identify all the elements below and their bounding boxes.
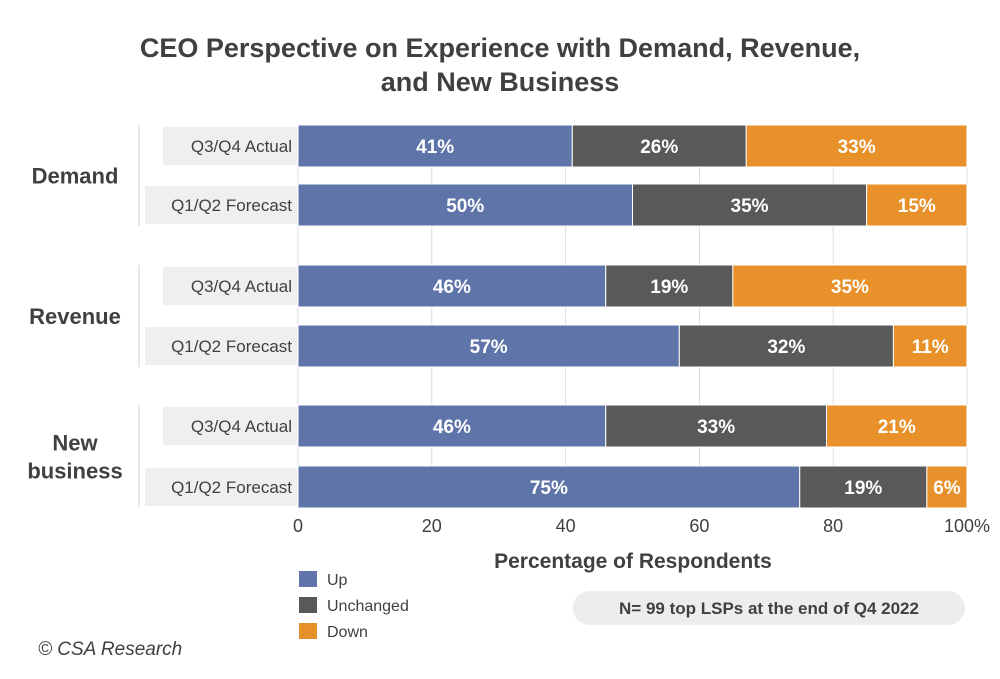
category-labels: Demand Q3/Q4 Actual Q1/Q2 Forecast Revenue Q… [27,125,297,507]
bar-segment-down [826,404,968,448]
data-label: 50% [446,196,484,217]
data-label: 35% [731,196,769,217]
data-label: 35% [831,277,869,298]
x-tick-label: 60 [689,516,709,536]
legend-label: Up [327,572,348,589]
category-label-bg [145,186,297,224]
chart-title-line-2: and New Business [381,67,620,97]
x-tick-label: 20 [422,516,442,536]
data-label: 32% [767,337,805,358]
bar-segment-unchanged [605,404,828,448]
data-label: 41% [416,137,454,158]
gridlines [297,125,968,509]
bar-segment-unchanged [678,324,894,368]
bar-segment-down [866,183,968,227]
category-label: Q3/Q4 Actual [191,417,292,436]
x-tick-label: 0 [293,516,303,536]
group-label: business [27,459,122,484]
category-label: Q1/Q2 Forecast [171,478,292,497]
sample-note: N= 99 top LSPs at the end of Q4 2022 [573,591,965,625]
category-label-bg [145,327,297,365]
x-axis-ticks: 0 20 40 60 80 100% [293,516,990,536]
data-label: 21% [878,417,916,438]
category-label-bg [163,407,297,445]
category-label: Q1/Q2 Forecast [171,196,292,215]
data-label: 19% [650,277,688,298]
x-tick-label: 40 [556,516,576,536]
data-label: 33% [838,137,876,158]
data-label: 15% [898,196,936,217]
sample-note-box [573,591,965,625]
data-label: 26% [640,137,678,158]
sample-note-text: N= 99 top LSPs at the end of Q4 2022 [619,599,919,618]
category-label-bg [163,267,297,305]
category-label: Q3/Q4 Actual [191,277,292,296]
bar-segment-down [892,324,968,368]
legend-label: Down [327,624,368,641]
group-label: Demand [32,164,119,189]
data-label: 46% [433,417,471,438]
bar-segment-down [745,124,968,168]
category-label-bg [145,468,297,506]
data-label: 33% [697,417,735,438]
bar-segment-down [926,465,968,509]
category-label: Q3/Q4 Actual [191,137,292,156]
data-label: 46% [433,277,471,298]
bar-segment-up [297,465,801,509]
data-label: 75% [530,478,568,499]
bars: 41% 26% 33% 50% 35% 15% 46% 19% 35% 57% 32% 11% 46% 3… [297,124,968,509]
legend-swatch-unchanged [299,597,317,613]
bar-segment-up [297,183,633,227]
x-tick-label: 80 [823,516,843,536]
category-label-bg [163,127,297,165]
legend-swatch-down [299,623,317,639]
chart-title-line-1: CEO Perspective on Experience with Deman… [140,33,860,63]
bar-segment-up [297,404,607,448]
group-label: New [52,431,98,456]
bar-segment-unchanged [632,183,868,227]
bar-segment-up [297,324,680,368]
bar-segment-down [732,264,968,308]
data-label: 19% [844,478,882,499]
x-tick-label: 100% [944,516,990,536]
bar-segment-up [297,264,607,308]
legend-label: Unchanged [327,598,409,615]
category-label: Q1/Q2 Forecast [171,337,292,356]
x-axis-title: Percentage of Respondents [494,550,772,573]
data-label: 6% [933,478,961,499]
legend: Up Unchanged Down [299,571,409,641]
legend-swatch-up [299,571,317,587]
data-label: 57% [470,337,508,358]
bar-segment-unchanged [799,465,928,509]
copyright-text: © CSA Research [38,639,182,660]
group-label: Revenue [29,304,121,329]
bar-segment-unchanged [605,264,734,308]
data-label: 11% [912,337,949,358]
